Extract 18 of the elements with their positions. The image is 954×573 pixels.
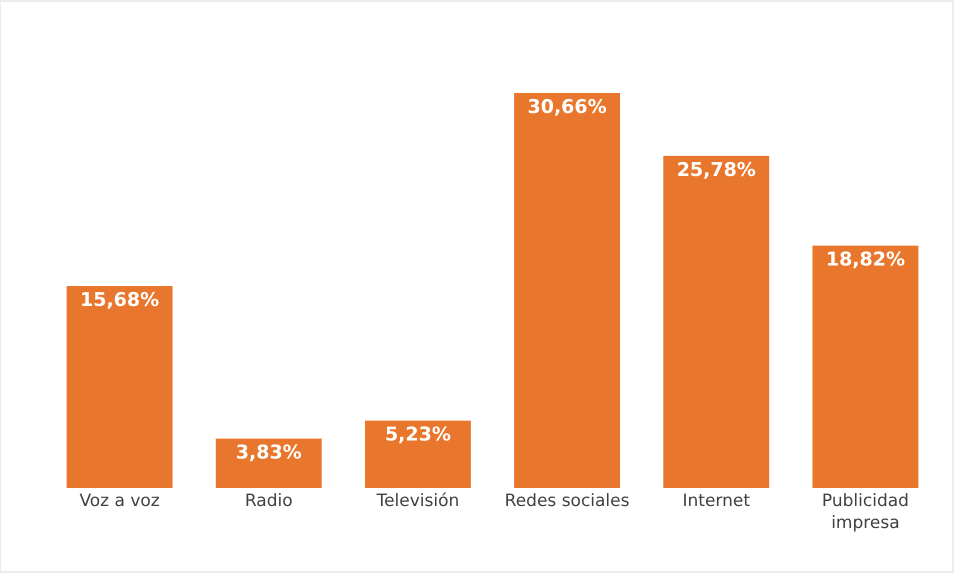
x-tick-label: Publicidad impresa [822, 491, 909, 534]
bar [364, 420, 471, 488]
data-label: 15,68% [80, 289, 160, 312]
x-tick-label: Voz a voz [79, 491, 160, 511]
x-tick-label: Internet [682, 491, 750, 511]
x-tick-label: Radio [244, 491, 293, 511]
x-tick-label: Redes sociales [504, 491, 630, 511]
bar [514, 93, 620, 488]
data-label: 3,83% [236, 442, 302, 464]
bar [812, 246, 918, 488]
data-label: 5,23% [384, 424, 451, 446]
data-label: 30,66% [528, 96, 607, 118]
x-tick-label: Televisión [376, 491, 460, 511]
data-label: 18,82% [826, 248, 905, 271]
bar [216, 438, 322, 488]
bar [663, 156, 770, 488]
data-label: 25,78% [676, 158, 756, 181]
bar [66, 286, 173, 488]
